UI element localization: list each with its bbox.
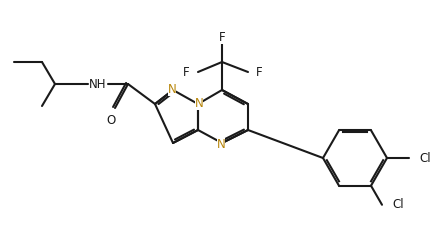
Text: F: F xyxy=(183,65,190,78)
Text: NH: NH xyxy=(89,77,107,91)
Text: F: F xyxy=(219,31,225,44)
Text: N: N xyxy=(168,82,176,96)
Text: N: N xyxy=(217,137,225,150)
Text: N: N xyxy=(194,96,203,109)
Text: Cl: Cl xyxy=(419,151,431,164)
Text: O: O xyxy=(107,114,116,127)
Text: F: F xyxy=(256,65,263,78)
Text: Cl: Cl xyxy=(392,198,404,211)
